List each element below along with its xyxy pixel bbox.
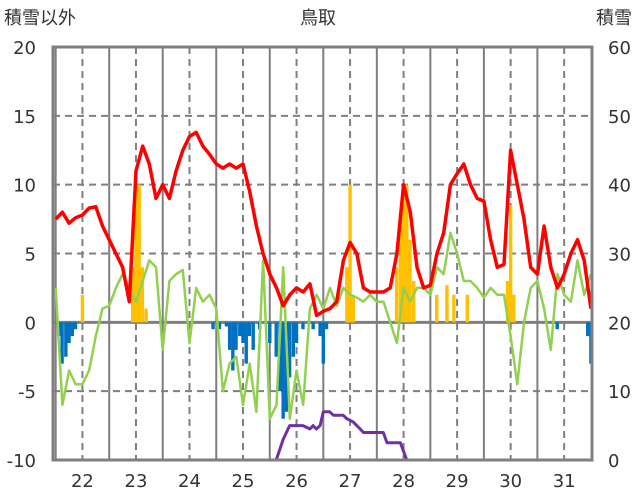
blue-bar [64, 322, 68, 357]
blue-bar [73, 322, 78, 330]
orange-bar [401, 184, 406, 323]
x-tick-label: 26 [285, 471, 308, 492]
blue-bar [294, 322, 299, 343]
x-tick-label: 29 [446, 471, 469, 492]
left-tick-label: 20 [13, 38, 36, 59]
left-tick-label: -10 [7, 451, 36, 472]
blue-bar [234, 322, 238, 350]
orange-bar [398, 212, 403, 323]
orange-bar [80, 294, 85, 323]
orange-bar [134, 184, 138, 323]
blue-bar [251, 322, 255, 350]
blue-bar [60, 322, 64, 364]
orange-bar [140, 267, 145, 323]
blue-bar [227, 322, 232, 350]
blue-bar [311, 322, 315, 330]
series-lines [53, 130, 593, 462]
blue-bar [281, 322, 285, 419]
right-tick-label: 10 [608, 382, 631, 403]
x-tick-label: 22 [71, 471, 94, 492]
orange-bar [512, 294, 516, 323]
left-axis-label: 積雪以外 [4, 8, 76, 29]
blue-bar [318, 322, 322, 337]
right-tick-label: 60 [608, 38, 631, 59]
blue-bar [586, 322, 590, 337]
plot-frame [51, 45, 594, 462]
orange-bar [394, 267, 399, 323]
orange-bar [505, 281, 510, 323]
blue-bar [291, 322, 296, 357]
blue-bar [241, 322, 245, 343]
chart-title: 鳥取 [300, 8, 336, 29]
purple-series-line [53, 410, 592, 462]
blue-bar [301, 322, 305, 330]
left-tick-label: 5 [25, 245, 36, 266]
orange-bar [508, 205, 513, 323]
orange-bar [351, 294, 355, 323]
left-tick-label: 10 [13, 176, 36, 197]
blue-bar [287, 322, 292, 378]
right-tick-label: 20 [608, 313, 631, 334]
orange-bar [412, 281, 416, 323]
orange-bar [345, 267, 349, 323]
blue-bar [231, 322, 235, 371]
blue-bar [67, 322, 71, 343]
x-tick-label: 24 [178, 471, 201, 492]
blue-bar [224, 322, 229, 327]
blue-bar [238, 322, 242, 337]
x-tick-label: 31 [553, 471, 576, 492]
x-tick-label: 28 [392, 471, 415, 492]
x-tick-label: 27 [339, 471, 362, 492]
blue-bar [217, 322, 222, 330]
orange-bar [405, 184, 409, 323]
left-tick-label: -5 [18, 382, 36, 403]
left-tick-label: 15 [13, 107, 36, 128]
blue-bar [268, 322, 272, 343]
green-series-line [54, 231, 593, 420]
blue-bar [247, 322, 252, 337]
blue-bar [324, 322, 329, 330]
red-series-line [54, 130, 593, 318]
orange-bar [465, 294, 469, 323]
right-axis-label: 積雪 [596, 8, 632, 29]
orange-bar [408, 239, 412, 323]
left-tick-label: 0 [25, 313, 36, 334]
orange-bar [348, 184, 352, 323]
blue-bar [321, 322, 326, 364]
right-tick-label: 0 [608, 451, 619, 472]
x-tick-label: 25 [232, 471, 255, 492]
orange-bar [144, 308, 148, 323]
right-tick-label: 50 [608, 107, 631, 128]
x-tick-label: 23 [125, 471, 148, 492]
blue-bar [274, 322, 278, 357]
orange-bar [445, 285, 449, 323]
orange-bar [452, 294, 456, 323]
right-tick-label: 30 [608, 245, 631, 266]
blue-bar [555, 322, 559, 330]
blue-bar [70, 322, 74, 337]
blue-bar [211, 322, 215, 330]
orange-bar [137, 184, 141, 323]
blue-bar [244, 322, 248, 364]
orange-bar [435, 294, 439, 323]
x-tick-label: 30 [499, 471, 522, 492]
right-tick-label: 40 [608, 176, 631, 197]
